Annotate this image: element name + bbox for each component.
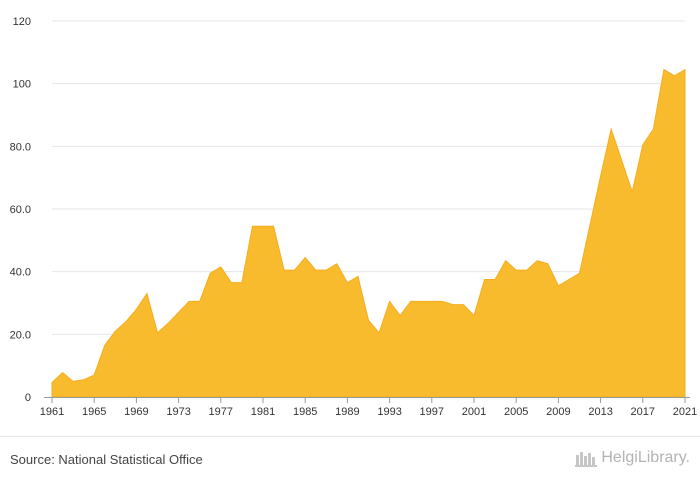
x-tick-label: 2009 (546, 406, 570, 418)
x-tick-label: 2017 (631, 406, 655, 418)
x-axis: 1961 1965 1969 1973 1977 1981 1985 1989 1993 1997… (40, 397, 697, 418)
x-tick-label: 2013 (588, 406, 612, 418)
x-tick-label: 2021 (673, 406, 697, 418)
series-area (52, 70, 685, 397)
x-tick-label: 1997 (420, 406, 444, 418)
x-tick-label: 1961 (40, 406, 64, 418)
y-tick-label: 0 (25, 392, 31, 404)
x-tick-label: 2001 (462, 406, 486, 418)
area-chart: 0 20.0 40.0 60.0 80.0 100 120 1961 1965 1969 1973… (0, 0, 700, 436)
helgi-library-logo: HelgiLibrary. (575, 449, 690, 467)
series-area-fill (52, 70, 685, 397)
y-tick-label: 40.0 (10, 267, 31, 279)
library-logo-icon (575, 449, 597, 467)
x-tick-label: 1973 (166, 406, 190, 418)
source-text: Source: National Statistical Office (10, 452, 203, 467)
y-axis: 0 20.0 40.0 60.0 80.0 100 120 (10, 16, 31, 404)
y-tick-label: 60.0 (10, 204, 31, 216)
logo-text: HelgiLibrary. (601, 449, 690, 467)
x-tick-label: 1985 (293, 406, 317, 418)
x-tick-label: 1993 (377, 406, 401, 418)
y-tick-label: 20.0 (10, 329, 31, 341)
y-tick-label: 100 (13, 79, 31, 91)
y-tick-label: 80.0 (10, 141, 31, 153)
x-tick-label: 2005 (504, 406, 528, 418)
y-tick-label: 120 (13, 16, 31, 28)
chart-footer: Source: National Statistical Office Helg… (0, 436, 700, 484)
x-tick-label: 1977 (209, 406, 233, 418)
x-tick-label: 1969 (124, 406, 148, 418)
x-tick-label: 1989 (335, 406, 359, 418)
x-tick-label: 1965 (82, 406, 106, 418)
x-tick-label: 1981 (251, 406, 275, 418)
